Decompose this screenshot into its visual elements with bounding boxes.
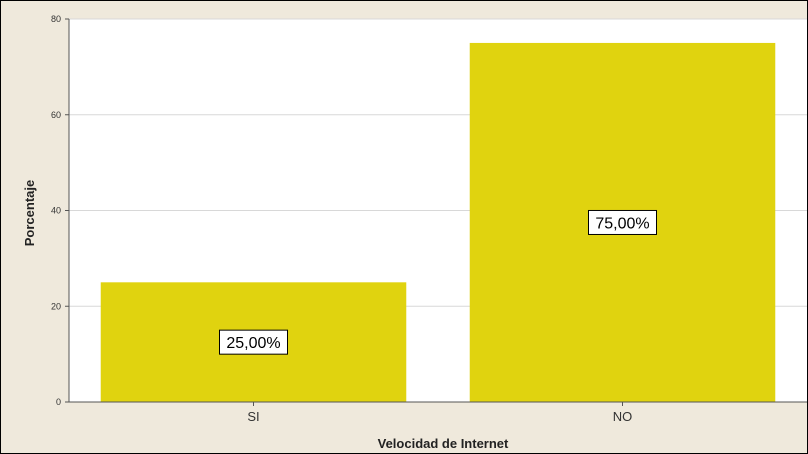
y-tick-label: 40	[51, 206, 61, 216]
data-label: 75,00%	[595, 215, 649, 232]
data-label-box	[588, 209, 657, 235]
x-tick-label: NO	[613, 409, 633, 424]
x-tick-label: SI	[247, 409, 259, 424]
y-axis-ticks: 0 20 40 60 80	[51, 14, 69, 407]
x-axis-ticks: SI NO	[247, 402, 632, 424]
y-tick-label: 20	[51, 301, 61, 311]
data-label-box	[219, 329, 288, 355]
data-label: 25,00%	[226, 335, 280, 352]
data-labels: 25,00% 75,00%	[219, 209, 657, 355]
x-axis-title: Velocidad de Internet	[378, 436, 509, 451]
y-tick-label: 60	[51, 110, 61, 120]
y-axis-title: Porcentaje	[22, 180, 37, 246]
y-tick-label: 80	[51, 14, 61, 24]
y-tick-label: 0	[56, 397, 61, 407]
